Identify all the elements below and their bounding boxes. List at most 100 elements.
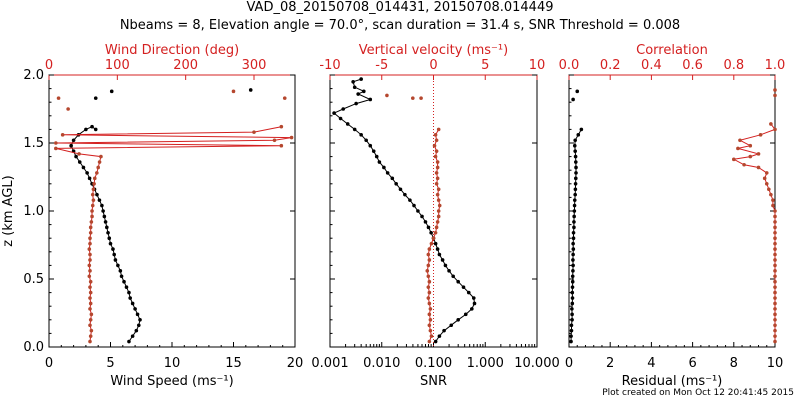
wind-bottom-series-outlier-point xyxy=(109,89,114,94)
x-tick-label: 6 xyxy=(688,356,696,371)
wind-bottom-series-point xyxy=(108,241,113,246)
wind-top-series-point xyxy=(88,252,92,257)
correlation-top-series-point xyxy=(773,274,777,279)
vertical-bottom-series-point xyxy=(463,312,468,317)
x-tick-label: 0.100 xyxy=(415,356,452,371)
vertical-top-series-point xyxy=(426,263,431,268)
vertical-bottom-series-point xyxy=(429,230,433,235)
vertical-bottom-series-point xyxy=(368,143,373,148)
wind-bottom-series-point xyxy=(119,274,124,279)
wind-bottom-series-point xyxy=(101,209,105,213)
wind-top-series-point xyxy=(88,258,92,262)
wind-top-series-point xyxy=(87,247,92,251)
vertical-top-series-point xyxy=(431,236,436,240)
correlation-bottom-series-point xyxy=(573,192,577,197)
vertical-bottom-series-point xyxy=(394,182,398,186)
wind-panel: 0 5 10 15 20 Wind Speed (ms⁻¹) 0 100 200 300Wind … xyxy=(1,43,303,389)
correlation-bottom-series-point xyxy=(573,176,578,181)
x-tick-label: 15 xyxy=(225,356,242,371)
wind-bottom-series-point xyxy=(84,127,88,132)
y-tick-label: 1.0 xyxy=(23,204,44,219)
wind-top-series-point xyxy=(91,187,96,192)
wind-top-series-point xyxy=(97,160,102,164)
correlation-top-series-point xyxy=(756,152,761,156)
correlation-bottom-series-point xyxy=(572,220,576,224)
vertical-bottom-series-point xyxy=(371,149,376,153)
correlation-bottom-series-point xyxy=(569,328,574,333)
wind-bottom-series-point xyxy=(90,124,94,129)
wind-top-series-point xyxy=(279,124,284,129)
vertical-bottom-series-point xyxy=(341,107,346,111)
correlation-bottom-series-point xyxy=(571,241,575,246)
wind-top-series-point xyxy=(88,290,93,295)
wind-bottom-series-point xyxy=(102,214,107,219)
correlation-top-series-point xyxy=(773,252,777,257)
wind-top-series-point xyxy=(90,203,95,208)
vertical-bottom-series-point xyxy=(461,285,466,289)
correlation-top-series-point xyxy=(764,171,769,175)
correlation-bottom-series-point xyxy=(572,225,576,230)
correlation-bottom-series-point xyxy=(569,334,573,338)
correlation-bottom-series-outlier-point xyxy=(575,89,580,94)
top-x-tick-label: 0 xyxy=(45,58,53,73)
vertical-bottom-series-point xyxy=(420,214,424,219)
correlation-bottom-series-point xyxy=(574,171,578,175)
wind-top-series-point xyxy=(88,318,93,322)
wind-top-series-point xyxy=(88,241,92,246)
vertical-bottom-series-point xyxy=(437,252,442,257)
vertical-bottom-series-point xyxy=(345,122,350,126)
y-axis-label: z (km AGL) xyxy=(1,175,16,246)
vertical-top-series-point xyxy=(427,290,432,295)
correlation-frame xyxy=(568,74,776,348)
vertical-bottom-series-point xyxy=(451,274,455,279)
wind-top-series-point xyxy=(88,296,92,300)
wind-top-series-outlier-point xyxy=(231,89,236,94)
vertical-bottom-series-point xyxy=(449,323,454,328)
correlation-bottom-series-point xyxy=(573,138,577,143)
correlation-bottom-series-point xyxy=(573,160,578,164)
x-axis-label: SNR xyxy=(420,374,447,389)
correlation-bottom-series-point xyxy=(572,143,577,148)
wind-top-series-point xyxy=(279,143,284,148)
correlation-top-series-point xyxy=(773,258,777,262)
vertical-bottom-series-point xyxy=(398,187,403,192)
correlation-bottom-series-point xyxy=(570,296,575,300)
wind-bottom-series-point xyxy=(118,269,123,273)
correlation-bottom-series-point xyxy=(570,290,575,295)
vertical-bottom-series-point xyxy=(368,97,373,102)
vertical-bottom-series-point xyxy=(374,154,379,159)
vertical-top-series-point xyxy=(427,279,432,284)
vertical-bottom-series-point xyxy=(403,192,407,197)
vertical-bottom-series-point xyxy=(456,279,460,284)
correlation-top-series-point xyxy=(769,192,773,197)
vertical-bottom-series-point xyxy=(433,241,438,246)
top-x-tick-label: 0.0 xyxy=(559,58,580,73)
vertical-bottom-series-point xyxy=(390,176,395,181)
correlation-bottom-series-line xyxy=(570,129,582,342)
vertical-bottom-series-point xyxy=(433,339,438,344)
vertical-bottom-series-point xyxy=(423,220,428,224)
correlation-bottom-series-point xyxy=(571,230,576,235)
wind-bottom-series-point xyxy=(130,334,135,338)
wind-top-series-point xyxy=(89,328,94,333)
top-axis-label: Wind Direction (deg) xyxy=(105,43,239,58)
correlation-bottom-series-point xyxy=(569,323,574,328)
correlation-bottom-series-point xyxy=(572,209,577,213)
vertical-top-series-point xyxy=(436,187,441,192)
top-x-tick-label: 5 xyxy=(481,58,489,73)
vertical-top-series-point xyxy=(427,247,432,251)
correlation-top-series-point xyxy=(762,176,767,181)
wind-bottom-series-point xyxy=(69,143,73,148)
correlation-top-series-point xyxy=(732,157,736,162)
wind-bottom-series-outlier-point xyxy=(248,88,253,92)
vertical-bottom-series-point xyxy=(332,111,336,115)
top-x-tick-label: 0 xyxy=(429,58,437,73)
x-tick-label: 0 xyxy=(565,356,573,371)
correlation-bottom-series-point xyxy=(573,154,578,159)
wind-bottom-series-point xyxy=(85,171,89,175)
correlation-top-series-point xyxy=(756,165,761,170)
vertical-top-series-point xyxy=(434,138,439,143)
correlation-bottom-series-point xyxy=(573,182,578,186)
vertical-top-series-outlier-point xyxy=(385,93,389,98)
wind-bottom-series-point xyxy=(103,220,108,224)
